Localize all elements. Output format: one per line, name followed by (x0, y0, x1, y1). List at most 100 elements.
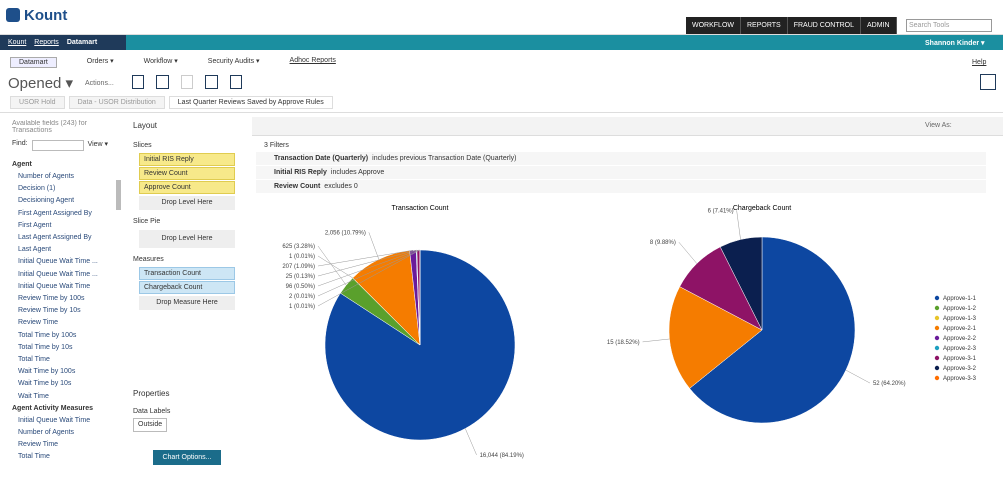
field-item[interactable]: Decisioning Agent (18, 197, 75, 205)
legend-marker (934, 325, 940, 331)
field-item[interactable]: Total Time by 10s (18, 343, 73, 351)
field-item[interactable]: Review Time (18, 319, 59, 327)
data-label: 25 (0.13%) (286, 274, 315, 280)
nav-item[interactable]: WORKFLOW (686, 17, 741, 34)
field-item[interactable]: Total Time (18, 356, 50, 364)
field-item[interactable]: Initial Queue Wait Time (18, 282, 91, 290)
legend-label[interactable]: Approve-3-2 (943, 366, 977, 372)
leader-line (317, 249, 419, 287)
field-item[interactable]: Wait Time by 10s (18, 380, 72, 388)
doc-tab[interactable]: Data - USOR Distribution (68, 96, 165, 109)
legend-label[interactable]: Approve-3-3 (943, 376, 977, 382)
search[interactable]: Search Tools (906, 19, 992, 32)
nav-item[interactable]: ADMIN (861, 17, 897, 34)
chart-title: Chargeback Count (733, 205, 791, 212)
field-item[interactable]: First Agent Assigned By (18, 209, 92, 217)
icon[interactable] (132, 75, 145, 89)
field-item[interactable]: Review Time (18, 441, 59, 449)
filters: 3 Filters Transaction Date (Quarterly) inc… (256, 140, 986, 194)
legend-label[interactable]: Approve-2-2 (943, 336, 977, 342)
icon[interactable] (229, 75, 243, 89)
leader-line (317, 249, 421, 307)
layout-text: Outside (133, 418, 168, 432)
icon[interactable] (156, 75, 169, 89)
field-item[interactable]: Total Time by 100s (18, 331, 77, 339)
legend-label[interactable]: Approve-2-1 (943, 326, 977, 332)
breadcrumb-item[interactable]: Reports (34, 39, 59, 46)
doc-tab[interactable]: Last Quarter Reviews Saved by Approve Ru… (168, 96, 333, 109)
legend-label[interactable]: Approve-2-3 (943, 346, 977, 352)
legend-marker (934, 305, 940, 311)
measure-item[interactable]: Transaction Count (139, 267, 235, 280)
slice-item[interactable]: Review Count (139, 167, 235, 180)
tab[interactable]: Security Audits ▾ (207, 58, 260, 65)
filter-name[interactable]: Initial RIS Reply (274, 169, 327, 176)
field-item[interactable]: Review Time by 100s (18, 295, 85, 303)
filter-count[interactable]: 3 Filters (264, 142, 289, 149)
field-item[interactable]: First Agent (18, 221, 52, 229)
fields-heading: Available fields (243) for Transactions (12, 120, 87, 134)
actions[interactable]: Actions... (85, 80, 114, 87)
toolbar-icons (132, 75, 243, 89)
icon[interactable] (180, 75, 194, 89)
slice-item[interactable]: Approve Count (139, 181, 235, 194)
legend-label[interactable]: Approve-3-1 (943, 356, 977, 362)
field-item[interactable]: Initial Queue Wait Time ... (18, 270, 98, 278)
layout-text: Layout (133, 121, 158, 130)
tab[interactable]: Orders ▾ (86, 58, 114, 65)
tab[interactable]: Workflow ▾ (143, 58, 178, 65)
nav-item[interactable]: REPORTS (741, 17, 788, 34)
filter-row: Initial RIS Reply includes Approve (256, 166, 986, 180)
slice-item[interactable]: Initial RIS Reply (139, 153, 235, 166)
layout-text: Properties (133, 389, 170, 398)
field-item[interactable]: Initial Queue Wait Time ... (18, 258, 98, 266)
breadcrumb-item[interactable]: Datamart (66, 39, 98, 46)
leader-line (317, 250, 413, 267)
field-item[interactable]: Last Agent (18, 246, 52, 254)
leader-line (736, 210, 741, 240)
legend-marker (934, 355, 940, 361)
tab[interactable]: Datamart (10, 57, 57, 68)
report-state[interactable]: Opened ▾ (8, 75, 74, 92)
leader-line (317, 249, 421, 297)
leader-line (845, 369, 871, 384)
filter-name[interactable]: Review Count (274, 183, 321, 190)
legend-label[interactable]: Approve-1-2 (943, 306, 977, 312)
field-group[interactable]: Agent (12, 161, 32, 168)
logo[interactable]: Kount (24, 7, 68, 24)
field-item[interactable]: Number of Agents (18, 173, 75, 180)
field-item[interactable]: Wait Time by 100s (18, 368, 76, 376)
field-item[interactable]: Decision (1) (18, 185, 56, 193)
data-label: 1 (0.01%) (289, 304, 315, 310)
field-group[interactable]: Agent Activity Measures (12, 404, 94, 412)
layout-text: Drop Level Here (139, 196, 235, 210)
expand[interactable] (980, 74, 996, 90)
field-item[interactable]: Review Time by 10s (18, 307, 81, 315)
breadcrumb-item[interactable]: Kount (8, 39, 27, 46)
field-item[interactable]: Initial Queue Wait Time (18, 416, 91, 424)
nav-item[interactable]: FRAUD CONTROL (788, 17, 861, 34)
field-item[interactable]: Total Time (18, 453, 50, 461)
help[interactable]: Help (972, 59, 987, 66)
tab[interactable]: Adhoc Reports (289, 57, 336, 64)
field-item[interactable]: Number of Agents (18, 429, 75, 437)
find-input[interactable] (31, 140, 84, 151)
layout-text: Drop Measure Here (139, 296, 235, 310)
doc-tab[interactable]: USOR Hold (10, 96, 65, 109)
user-menu[interactable]: Shannon Kinder ▾ (925, 40, 985, 47)
layout-text: Slice Pie (133, 218, 161, 225)
legend-label[interactable]: Approve-1-3 (943, 316, 977, 322)
field-item[interactable]: Last Agent Assigned By (18, 234, 92, 242)
breadcrumb: Kount Reports Datamart (0, 35, 126, 50)
field-item[interactable]: Wait Time (18, 392, 49, 400)
measure-item[interactable]: Chargeback Count (139, 281, 235, 294)
data-label: 2 (0.01%) (289, 294, 315, 300)
legend-label[interactable]: Approve-1-1 (943, 296, 977, 302)
data-label: 207 (1.09%) (282, 264, 315, 270)
icon[interactable] (205, 75, 218, 89)
data-label: 2,056 (10.79%) (325, 230, 366, 236)
view-menu[interactable]: View ▾ (87, 141, 109, 148)
data-label: 625 (3.28%) (282, 244, 315, 250)
filter-name[interactable]: Transaction Date (Quarterly) (274, 155, 369, 162)
